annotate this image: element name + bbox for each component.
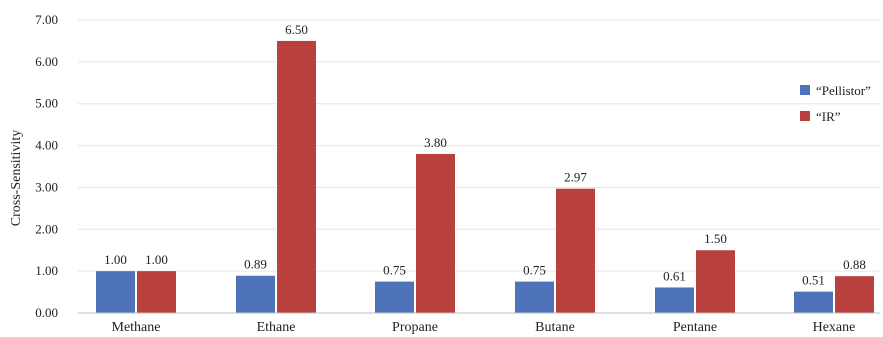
data-label: 1.50 [704, 231, 727, 246]
category-labels: Methane Ethane Propane Butane Pentane Hexane [112, 320, 856, 335]
category-label-hexane: Hexane [813, 320, 856, 335]
data-label: 0.89 [244, 257, 267, 272]
category-label-pentane: Pentane [673, 320, 717, 335]
data-label: 3.80 [424, 135, 447, 150]
y-axis-title: Cross-Sensitivity [9, 130, 24, 226]
data-label: 0.51 [802, 273, 825, 288]
bar-pellistor-methane [96, 271, 135, 313]
data-label: 1.00 [145, 252, 168, 267]
legend-swatch-ir [800, 111, 810, 121]
data-label: 6.50 [285, 22, 308, 37]
bar-ir-methane [137, 271, 176, 313]
bar-ir-hexane [835, 276, 874, 313]
legend: “Pellistor” “IR” [800, 83, 871, 124]
legend-swatch-pellistor [800, 85, 810, 95]
data-label: 0.75 [383, 263, 406, 278]
y-tick-label: 2.00 [35, 221, 58, 236]
bar-ir-propane [416, 153, 455, 313]
y-tick-label: 5.00 [35, 96, 58, 111]
grid-lines [78, 19, 880, 272]
y-tick-label: 0.00 [35, 305, 58, 320]
bar-pellistor-pentane [655, 287, 694, 313]
category-label-propane: Propane [392, 320, 438, 335]
y-tick-label: 7.00 [35, 12, 58, 27]
bar-pellistor-ethane [236, 275, 275, 313]
category-label-methane: Methane [112, 320, 161, 335]
y-axis-ticks: 0.00 1.00 2.00 3.00 4.00 5.00 6.00 7.00 [35, 12, 58, 320]
category-label-ethane: Ethane [257, 320, 296, 335]
bar-ir-pentane [696, 250, 735, 313]
data-label: 1.00 [104, 252, 127, 267]
legend-label-ir: “IR” [816, 109, 841, 124]
y-tick-label: 4.00 [35, 138, 58, 153]
data-label: 0.75 [523, 263, 546, 278]
data-label: 2.97 [564, 170, 587, 185]
bar-pellistor-propane [375, 281, 414, 313]
bar-ir-ethane [277, 40, 316, 314]
legend-label-pellistor: “Pellistor” [816, 83, 871, 98]
data-label: 0.88 [843, 257, 866, 272]
category-label-butane: Butane [535, 320, 575, 335]
y-tick-label: 1.00 [35, 263, 58, 278]
bar-ir-butane [556, 188, 595, 313]
y-tick-label: 6.00 [35, 54, 58, 69]
bars [96, 40, 874, 314]
bar-pellistor-butane [515, 281, 554, 313]
data-labels: 1.00 1.00 0.89 6.50 0.75 3.80 0.75 2.97 0.61 1.50… [104, 22, 866, 288]
y-tick-label: 3.00 [35, 179, 58, 194]
bar-pellistor-hexane [794, 291, 833, 313]
data-label: 0.61 [663, 268, 686, 283]
